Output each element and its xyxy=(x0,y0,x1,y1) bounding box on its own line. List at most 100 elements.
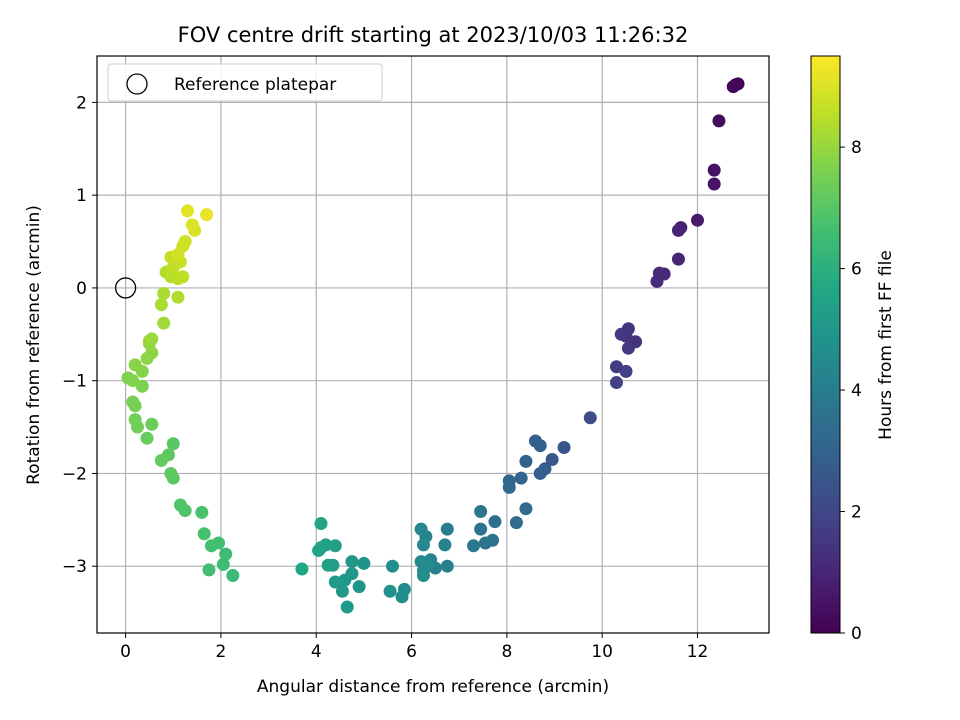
data-point xyxy=(519,454,533,468)
data-point xyxy=(514,471,528,485)
y-tick-label: −1 xyxy=(62,372,87,392)
data-point xyxy=(202,563,216,577)
data-point xyxy=(478,536,492,550)
x-tick-label: 10 xyxy=(591,642,613,662)
y-tick-label: 0 xyxy=(76,279,87,299)
data-point xyxy=(128,358,142,372)
data-point xyxy=(414,522,428,536)
data-point xyxy=(395,590,409,604)
y-tick-label: 1 xyxy=(76,186,87,206)
data-point xyxy=(416,568,430,582)
data-point xyxy=(200,208,214,222)
grid-lines xyxy=(97,56,769,633)
colorbar-tick-label: 0 xyxy=(851,624,862,644)
data-point xyxy=(621,341,635,355)
data-point xyxy=(671,252,685,266)
reference-platepar-marker xyxy=(114,277,137,299)
data-point xyxy=(712,114,726,128)
colorbar-tick-label: 2 xyxy=(851,503,862,523)
data-point xyxy=(357,556,371,570)
data-point xyxy=(328,539,342,553)
chart-title: FOV centre drift starting at 2023/10/03 … xyxy=(178,23,689,47)
data-point xyxy=(176,270,190,284)
data-point xyxy=(345,555,359,569)
data-points xyxy=(114,77,745,614)
data-point xyxy=(219,547,233,561)
y-tick-label: −3 xyxy=(62,557,87,577)
data-point xyxy=(467,539,481,553)
data-point xyxy=(328,575,342,589)
data-point xyxy=(295,562,309,576)
data-point xyxy=(335,584,349,598)
data-point xyxy=(502,480,516,494)
data-point xyxy=(216,557,230,571)
data-point xyxy=(707,177,721,191)
data-point xyxy=(609,376,623,390)
colorbar-tick-label: 6 xyxy=(851,260,862,280)
y-tick-label: 2 xyxy=(76,93,87,113)
data-point xyxy=(583,411,597,425)
data-point xyxy=(726,80,740,94)
data-point xyxy=(126,374,140,388)
data-point xyxy=(352,580,366,594)
data-point xyxy=(321,558,335,572)
data-point xyxy=(226,568,240,582)
y-axis-label: Rotation from reference (arcmin) xyxy=(24,205,44,485)
data-point xyxy=(438,538,452,552)
colorbar-gradient xyxy=(810,55,841,634)
data-point xyxy=(545,453,559,467)
data-point xyxy=(154,298,168,312)
colorbar-ticks: 0 2 4 6 8 xyxy=(840,138,862,644)
data-point xyxy=(671,223,685,237)
data-point xyxy=(619,364,633,378)
data-point xyxy=(195,505,209,519)
data-point xyxy=(416,538,430,552)
data-point xyxy=(488,515,502,529)
legend-box xyxy=(107,63,383,102)
data-point xyxy=(154,453,168,467)
data-point xyxy=(157,316,171,330)
colorbar-label: Hours from first FF file xyxy=(876,250,896,440)
legend: Reference platepar xyxy=(107,63,383,102)
colorbar: 0 2 4 6 8 Hours from first FF file xyxy=(810,55,896,644)
legend-marker xyxy=(126,73,148,95)
data-point xyxy=(171,248,185,262)
data-point xyxy=(181,204,195,218)
data-point xyxy=(519,502,533,516)
data-point xyxy=(128,413,142,427)
data-point xyxy=(528,434,542,448)
data-point xyxy=(614,327,628,341)
x-tick-label: 8 xyxy=(501,642,512,662)
colorbar-tick-label: 4 xyxy=(851,381,862,401)
x-tick-label: 2 xyxy=(216,642,227,662)
data-point xyxy=(185,218,199,232)
x-tick-label: 4 xyxy=(311,642,322,662)
data-point xyxy=(474,504,488,518)
data-point xyxy=(557,440,571,454)
y-tick-label: −2 xyxy=(62,464,87,484)
data-point xyxy=(164,466,178,480)
data-point xyxy=(145,417,159,431)
data-point xyxy=(421,556,435,570)
data-point xyxy=(440,559,454,573)
data-point xyxy=(166,437,180,451)
data-point xyxy=(314,517,328,531)
data-point xyxy=(383,584,397,598)
data-point xyxy=(126,395,140,409)
x-tick-label: 0 xyxy=(120,642,131,662)
data-point xyxy=(340,600,354,614)
data-point xyxy=(197,527,211,541)
data-point xyxy=(157,286,171,300)
data-point xyxy=(385,559,399,573)
x-tick-label: 6 xyxy=(406,642,417,662)
y-axis-ticks: −3 −2 −1 0 1 2 xyxy=(62,93,97,577)
x-axis-label: Angular distance from reference (arcmin) xyxy=(257,677,609,697)
data-point xyxy=(707,163,721,177)
colorbar-tick-label: 8 xyxy=(851,138,862,158)
data-point xyxy=(533,466,547,480)
data-point xyxy=(145,332,159,346)
legend-label: Reference platepar xyxy=(174,75,336,95)
data-point xyxy=(140,431,154,445)
data-point xyxy=(204,539,218,553)
